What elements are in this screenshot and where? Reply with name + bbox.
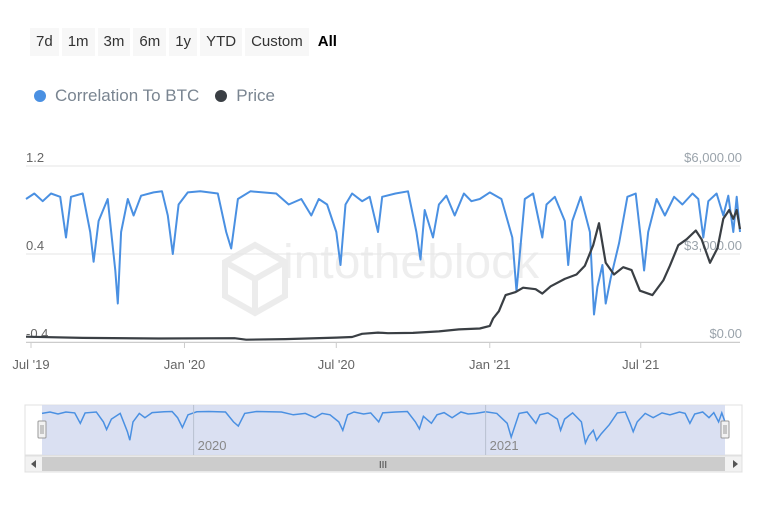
scrollbar[interactable]: III <box>24 455 743 473</box>
correlation-legend-marker <box>34 90 46 102</box>
range-button-1m[interactable]: 1m <box>61 28 95 56</box>
range-button-custom[interactable]: Custom <box>245 28 309 56</box>
right-axis: $0.00 $3,000.00 $6,000.00 <box>684 150 742 341</box>
series-line-price <box>25 208 742 341</box>
navigator-left-handle[interactable] <box>37 420 47 439</box>
legend: Correlation To BTC Price <box>34 86 275 106</box>
x-tick-label: Jul '21 <box>622 357 659 372</box>
scroll-right-arrow-icon[interactable] <box>733 460 738 468</box>
legend-item-correlation[interactable]: Correlation To BTC <box>34 86 199 106</box>
left-tick-label: 0.4 <box>26 238 44 253</box>
navigator-tick-label: 2020 <box>198 438 227 453</box>
right-tick-label: $0.00 <box>709 326 742 341</box>
range-button-1y[interactable]: 1y <box>169 28 198 56</box>
scrollbar-thumb[interactable] <box>42 457 725 471</box>
left-tick-label: -0.4 <box>26 326 48 341</box>
svg-text:intotheblock: intotheblock <box>283 236 540 289</box>
series-line-correlation-to-btc <box>25 190 741 316</box>
navigator-series-line <box>41 410 726 446</box>
range-button-3m[interactable]: 3m <box>97 28 131 56</box>
range-button-7d[interactable]: 7d <box>30 28 59 56</box>
legend-item-price[interactable]: Price <box>215 86 275 106</box>
x-tick-label: Jan '20 <box>164 357 206 372</box>
range-button-all[interactable]: All <box>317 33 337 50</box>
left-axis: -0.4 0.4 1.2 <box>26 150 48 341</box>
legend-label-correlation: Correlation To BTC <box>55 86 200 105</box>
x-tick-label: Jul '19 <box>12 357 49 372</box>
x-axis: Jul '19 Jan '20 Jul '20 Jan '21 Jul '21 <box>12 342 740 372</box>
watermark: intotheblock <box>222 236 540 317</box>
navigator-tick-label: 2021 <box>490 438 519 453</box>
intotheblock-logo-icon <box>222 241 288 317</box>
right-tick-label: $6,000.00 <box>684 150 742 165</box>
left-tick-label: 1.2 <box>26 150 44 165</box>
navigator[interactable]: 2020 2021 <box>24 404 743 456</box>
right-tick-label: $3,000.00 <box>684 238 742 253</box>
plot-area <box>25 190 742 341</box>
range-button-ytd[interactable]: YTD <box>200 28 243 56</box>
legend-label-price: Price <box>236 86 275 105</box>
range-button-6m[interactable]: 6m <box>133 28 167 56</box>
navigator-right-handle[interactable] <box>720 420 730 439</box>
grid <box>26 165 740 343</box>
scrollbar-grip-icon: III <box>379 460 387 471</box>
x-tick-label: Jul '20 <box>318 357 355 372</box>
range-selector: 7d 1m 3m 6m 1y YTD Custom All <box>30 28 343 56</box>
x-tick-label: Jan '21 <box>469 357 511 372</box>
price-legend-marker <box>215 90 228 102</box>
scroll-left-arrow-icon[interactable] <box>31 460 36 468</box>
